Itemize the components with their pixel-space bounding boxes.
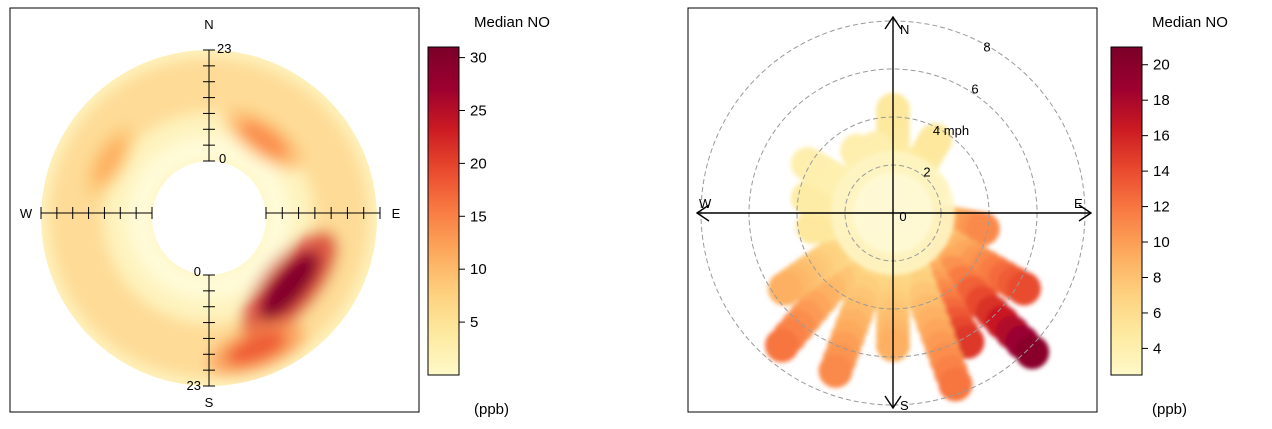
colorbar-units-1: (ppb) bbox=[474, 401, 509, 418]
ring-labels: 0 2 4 mph 6 8 bbox=[899, 40, 990, 224]
speed-ring-label: 6 bbox=[971, 81, 978, 96]
speed-ring-label: 0 bbox=[899, 209, 906, 224]
colorbar-ticks-2: 4 6 8 10 12 14 16 18 20 bbox=[1142, 57, 1170, 357]
colorbar-tick-label: 8 bbox=[1153, 269, 1161, 286]
colorbar-tick-label: 4 bbox=[1153, 340, 1161, 357]
polar-surface bbox=[764, 92, 1050, 402]
spoke-mark bbox=[1015, 335, 1050, 370]
colorbar-tick-label: 6 bbox=[1153, 305, 1161, 322]
annulus-hotspot bbox=[259, 251, 320, 320]
annulus-axes bbox=[40, 49, 381, 387]
east-arrow bbox=[1078, 204, 1093, 222]
spoke-mark bbox=[790, 146, 825, 181]
annulus-hotspot bbox=[239, 120, 289, 159]
hour-label-north-outer: 23 bbox=[217, 41, 231, 56]
spoke-mark bbox=[795, 210, 830, 245]
hour-label-south-outer: 23 bbox=[187, 378, 201, 393]
compass-west-1: W bbox=[20, 206, 33, 221]
compass-south-1: S bbox=[205, 395, 214, 410]
south-arrow bbox=[884, 395, 902, 410]
colorbar-tick-label: 20 bbox=[1153, 57, 1170, 74]
hour-label-south-inner: 0 bbox=[194, 264, 201, 279]
compass-south-2: S bbox=[900, 398, 909, 413]
compass-east-2: E bbox=[1074, 196, 1083, 211]
compass-north-2: N bbox=[900, 22, 909, 37]
colorbar-tick-label: 25 bbox=[470, 102, 487, 119]
speed-ring-label: 4 mph bbox=[933, 123, 969, 138]
speed-ring-label: 8 bbox=[983, 40, 990, 55]
spoke-mark bbox=[767, 271, 802, 306]
compass-west-2: W bbox=[699, 196, 712, 211]
colorbar-title-2: Median NO bbox=[1152, 14, 1228, 31]
colorbar-units-2: (ppb) bbox=[1152, 401, 1187, 418]
spoke-mark bbox=[938, 367, 973, 402]
colorbar-2 bbox=[1110, 46, 1143, 376]
polar-annulus-panel: N S W E 23 0 0 23 Median NO 51015202530 … bbox=[9, 7, 550, 418]
spoke-mark bbox=[965, 211, 1000, 246]
colorbar-1 bbox=[427, 46, 460, 376]
colorbar-tick-label: 5 bbox=[470, 314, 478, 331]
colorbar-tick-label: 10 bbox=[470, 261, 487, 278]
speed-ring-label: 2 bbox=[923, 164, 930, 179]
colorbar-tick-label: 15 bbox=[470, 208, 487, 225]
spoke-mark bbox=[764, 328, 799, 363]
colorbar-tick-label: 30 bbox=[470, 50, 487, 67]
west-arrow bbox=[695, 204, 710, 222]
hour-label-north-inner: 0 bbox=[219, 151, 226, 166]
colorbar-tick-label: 20 bbox=[470, 155, 487, 172]
spoke-mark bbox=[1006, 271, 1041, 306]
colorbar-title-1: Median NO bbox=[474, 14, 550, 31]
colorbar-tick-label: 18 bbox=[1153, 92, 1170, 109]
compass-north-1: N bbox=[204, 17, 213, 32]
spoke-mark bbox=[818, 353, 853, 388]
compass-east-1: E bbox=[392, 206, 401, 221]
north-arrow bbox=[884, 15, 902, 30]
polar-plot-panel: N S W E 0 2 4 mph 6 8 Median NO 4 6 8 10 12 14 16 1… bbox=[687, 7, 1228, 418]
colorbar-tick-label: 16 bbox=[1153, 128, 1170, 145]
colorbar-ticks-1: 5 10 15 20 25 30 bbox=[459, 50, 487, 331]
annulus-hotspot bbox=[93, 137, 126, 184]
colorbar-tick-label: 14 bbox=[1153, 163, 1170, 180]
polar-axes bbox=[695, 15, 1093, 410]
colorbar-tick-label: 10 bbox=[1153, 234, 1170, 251]
annulus-hotspot bbox=[226, 332, 288, 365]
colorbar-tick-label: 12 bbox=[1153, 199, 1170, 216]
